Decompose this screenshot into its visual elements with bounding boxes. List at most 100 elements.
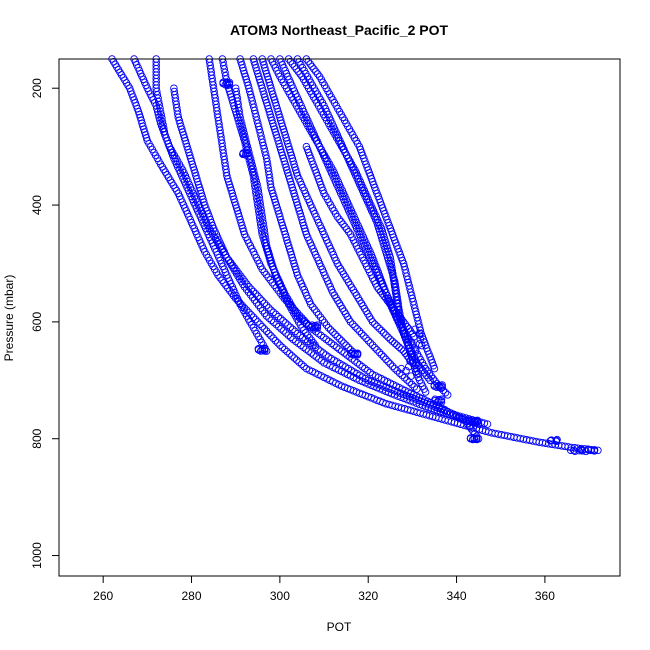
data-point [307,300,315,309]
data-point [292,356,301,364]
data-point [408,380,416,389]
data-point [362,334,370,342]
data-point [277,325,285,333]
data-point [284,331,293,339]
data-point [376,287,385,296]
data-point [373,346,381,354]
data-point [318,316,327,324]
data-point [393,367,401,375]
data-point [410,332,418,341]
data-point [366,368,374,377]
data-point [401,320,410,328]
data-point [407,372,415,380]
data-point [282,329,290,337]
data-point [382,331,390,339]
plot-frame [58,58,621,577]
x-tick-label: 300 [270,589,290,603]
data-point [256,304,265,312]
data-point [293,329,302,338]
data-point [342,341,350,349]
data-point [273,339,282,347]
data-point [322,351,330,359]
data-point [310,305,319,314]
data-point [469,427,477,435]
data-point [473,416,482,425]
data-point [399,318,408,326]
y-tick-label: 800 [30,428,44,448]
data-point [316,347,325,355]
data-point [262,327,271,335]
data-point [388,337,397,346]
x-tick-label: 280 [182,589,202,603]
data-point [357,329,366,338]
data-point [326,326,335,334]
data-point [412,360,420,368]
data-point [258,297,266,305]
data-point [465,416,474,425]
data-point [270,318,278,327]
data-point [411,345,420,354]
data-point [470,416,478,425]
data-point [288,60,297,68]
x-tick-label: 340 [447,589,467,603]
data-point [225,78,234,87]
data-point [413,385,421,393]
data-point [470,434,478,443]
data-point [309,351,318,359]
data-point [265,329,273,338]
data-point [286,323,295,331]
data-point [214,271,222,279]
data-point [262,312,271,320]
data-point [406,357,414,365]
data-point [418,341,426,350]
y-tick-label: 200 [30,78,44,98]
data-point [324,323,333,332]
data-point [377,350,386,359]
data-point [317,357,326,365]
data-point [385,299,394,307]
data-point [279,317,287,325]
data-point [331,330,339,339]
data-point [312,308,321,316]
data-point [308,62,316,71]
data-point [553,435,561,444]
data-point [344,343,353,352]
data-point [396,313,404,321]
data-point [294,67,302,76]
y-tick-label: 600 [30,312,44,332]
data-point [288,325,297,334]
data-point [402,366,410,375]
data-point [314,329,323,338]
data-point [265,304,273,312]
data-point [547,436,556,444]
data-point [373,322,381,331]
data-point [267,306,275,314]
data-point [229,292,238,300]
data-point [351,349,359,358]
data-point [566,446,575,454]
data-point [272,310,280,319]
data-point [424,374,432,382]
data-point [332,343,341,351]
data-point [375,348,384,357]
data-point [260,325,269,333]
data-point [300,362,308,371]
data-point [319,333,328,342]
data-point [330,341,338,349]
data-point [297,341,305,349]
data-point [309,341,317,349]
data-point [269,334,277,342]
data-point [303,331,312,339]
data-point [281,319,290,327]
x-axis-label: POT [327,620,352,634]
data-point [311,341,319,349]
data-point [355,327,364,335]
data-point [260,309,269,318]
data-point [422,371,431,380]
y-axis: 200 400 600 800 1000 [30,78,59,569]
data-point [435,396,443,404]
y-axis-label: Pressure (mbar) [2,275,16,362]
data-point [299,343,308,351]
data-point [335,345,343,353]
data-point [310,65,318,73]
